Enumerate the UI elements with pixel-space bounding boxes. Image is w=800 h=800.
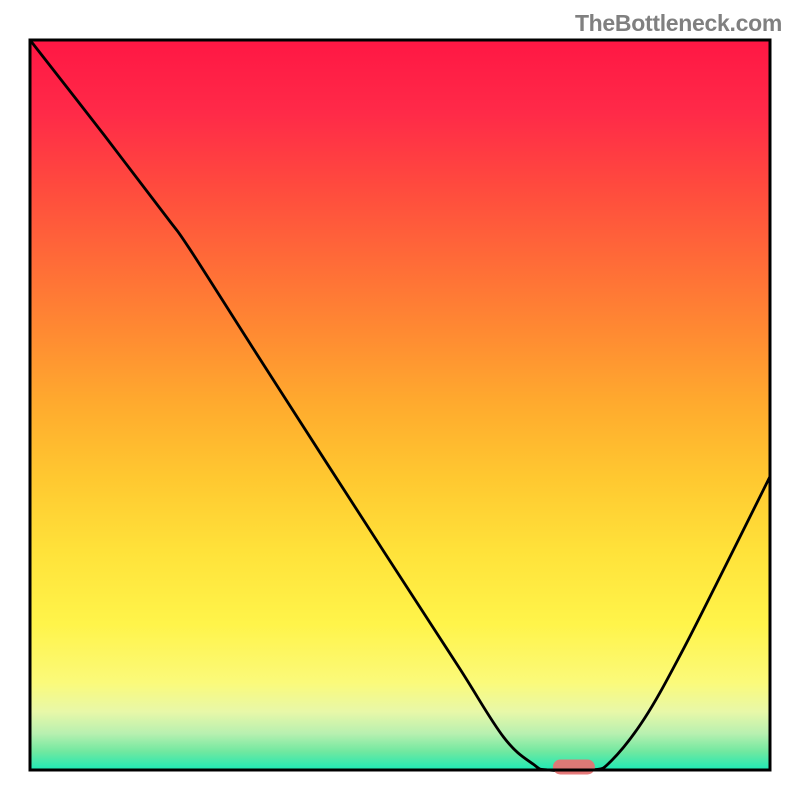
optimal-marker bbox=[553, 760, 595, 775]
bottleneck-chart: TheBottleneck.com bbox=[0, 0, 800, 800]
chart-svg bbox=[0, 0, 800, 800]
watermark-text: TheBottleneck.com bbox=[575, 10, 782, 37]
plot-background bbox=[30, 40, 770, 770]
